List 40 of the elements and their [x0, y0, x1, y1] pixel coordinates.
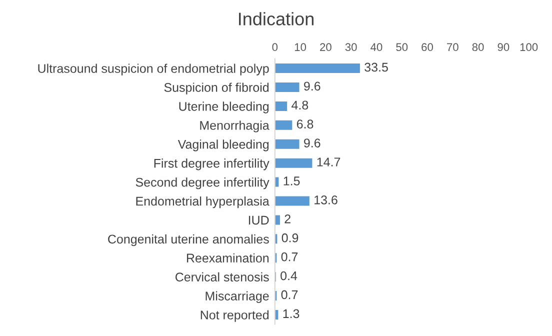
data-label: 14.7 — [317, 158, 340, 166]
y-tick-label: First degree infertility — [154, 158, 270, 170]
data-label: 0.4 — [280, 271, 298, 280]
y-tick-label: Reexamination — [186, 253, 269, 263]
y-tick-label: IUD — [248, 216, 269, 225]
data-label: 0.7 — [281, 252, 298, 262]
y-tick-label: Miscarriage — [206, 291, 269, 303]
y-tick-label: Cervical stenosis — [176, 272, 269, 282]
chart-title: Indication — [239, 12, 314, 26]
data-label: 9.6 — [304, 82, 320, 91]
data-label: 0.7 — [281, 290, 298, 300]
y-tick-label: Endometrial hyperplasia — [136, 196, 270, 208]
y-tick-label: Second degree infertility — [136, 178, 270, 190]
x-tick-label: 10 — [294, 43, 306, 52]
x-tick-label: 90 — [498, 43, 510, 52]
x-tick-label: 30 — [345, 43, 357, 52]
data-label: 1.5 — [284, 176, 300, 186]
x-tick-label: 100 — [520, 43, 538, 52]
x-tick-label: 80 — [472, 43, 484, 52]
data-label: 1.3 — [283, 309, 300, 318]
data-label: 33.5 — [364, 62, 388, 72]
x-tick-label: 20 — [320, 43, 332, 52]
y-tick-label: Ultrasound suspicion of endometrial polyp — [38, 64, 269, 76]
x-tick-label: 50 — [396, 43, 408, 52]
y-tick-label: Menorrhagia — [200, 120, 270, 132]
y-tick-label: Not reported — [200, 310, 269, 322]
data-label: 9.6 — [304, 138, 320, 148]
x-tick-label: 40 — [370, 43, 382, 52]
y-tick-label: Congenital uterine anomalies — [108, 234, 269, 246]
data-label: 4.8 — [292, 100, 308, 110]
data-label: 2 — [284, 214, 290, 224]
x-tick-label: 60 — [422, 43, 433, 52]
y-tick-label: Uterine bleeding — [179, 102, 269, 114]
data-label: 6.8 — [296, 120, 314, 129]
y-tick-label: Vaginal bleeding — [178, 140, 269, 152]
x-tick-label: 70 — [447, 43, 458, 52]
data-label: 0.9 — [282, 233, 298, 242]
y-tick-label: Suspicion of fibroid — [164, 82, 269, 94]
x-tick-label: 0 — [272, 43, 278, 52]
data-label: 13.6 — [314, 196, 338, 204]
